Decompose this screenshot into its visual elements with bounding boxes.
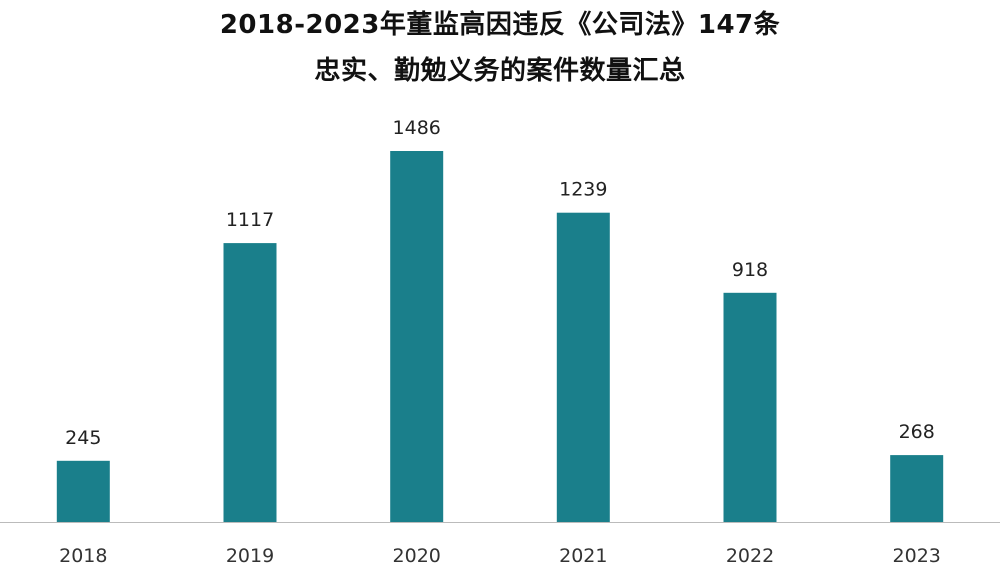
data-label-2018: 245 — [65, 427, 101, 449]
data-label-2023: 268 — [899, 421, 935, 443]
x-tick-label-2019: 2019 — [226, 545, 274, 567]
data-label-2019: 1117 — [226, 209, 274, 231]
x-tick-label-2022: 2022 — [726, 545, 774, 567]
bar-2023 — [890, 455, 944, 522]
bar-2019 — [223, 243, 277, 522]
bar-2020 — [390, 151, 444, 522]
bar-2021 — [556, 212, 610, 522]
bar-2018 — [56, 460, 110, 522]
chart-subtitle: 忠实、勤勉义务的案件数量汇总 — [314, 56, 686, 86]
data-label-2022: 918 — [732, 259, 768, 281]
data-label-2020: 1486 — [393, 117, 441, 139]
data-label-2021: 1239 — [559, 179, 607, 201]
bar-2022 — [723, 292, 777, 522]
x-tick-label-2020: 2020 — [393, 545, 441, 567]
x-tick-label-2023: 2023 — [893, 545, 941, 567]
chart-title: 2018-2023年董监高因违反《公司法》147条 — [219, 10, 781, 40]
x-tick-label-2018: 2018 — [59, 545, 107, 567]
x-tick-label-2021: 2021 — [559, 545, 607, 567]
